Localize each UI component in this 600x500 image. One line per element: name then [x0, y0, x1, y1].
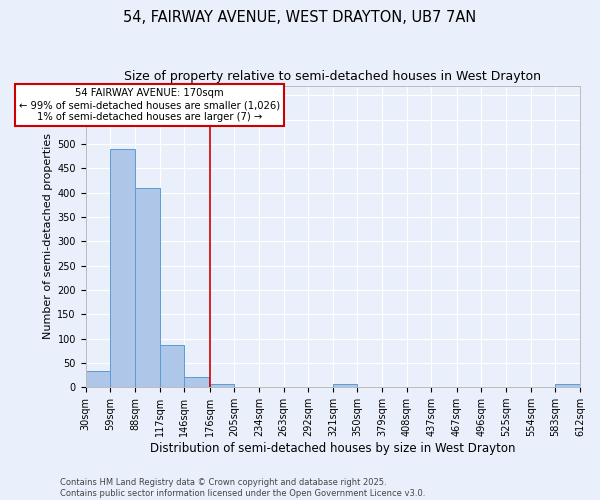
Bar	[556, 384, 580, 387]
Bar	[160, 345, 184, 387]
Bar	[86, 371, 110, 387]
Bar	[333, 384, 358, 387]
Title: Size of property relative to semi-detached houses in West Drayton: Size of property relative to semi-detach…	[124, 70, 541, 83]
X-axis label: Distribution of semi-detached houses by size in West Drayton: Distribution of semi-detached houses by …	[150, 442, 515, 455]
Y-axis label: Number of semi-detached properties: Number of semi-detached properties	[43, 134, 53, 340]
Bar	[184, 376, 209, 387]
Text: 54, FAIRWAY AVENUE, WEST DRAYTON, UB7 7AN: 54, FAIRWAY AVENUE, WEST DRAYTON, UB7 7A…	[124, 10, 476, 25]
Bar	[110, 149, 135, 387]
Text: Contains HM Land Registry data © Crown copyright and database right 2025.
Contai: Contains HM Land Registry data © Crown c…	[60, 478, 425, 498]
Bar	[135, 188, 160, 387]
Text: 54 FAIRWAY AVENUE: 170sqm
← 99% of semi-detached houses are smaller (1,026)
1% o: 54 FAIRWAY AVENUE: 170sqm ← 99% of semi-…	[19, 88, 280, 122]
Bar	[209, 384, 234, 387]
